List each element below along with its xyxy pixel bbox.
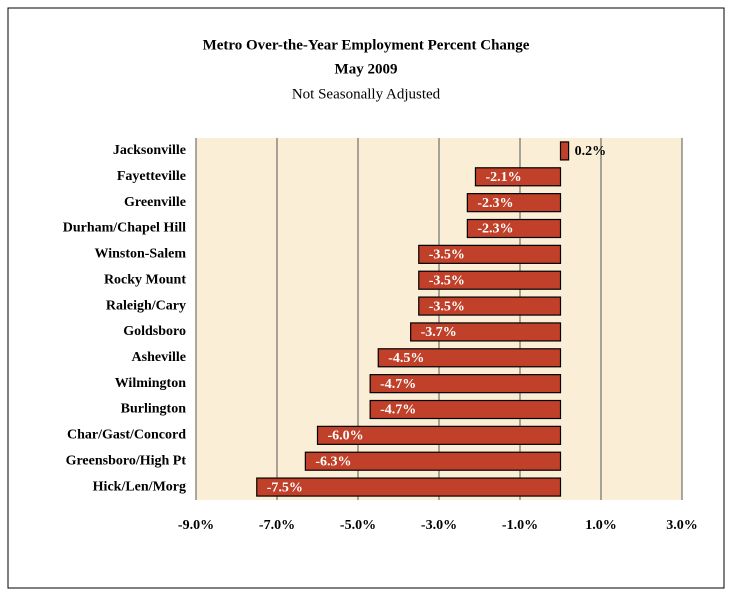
bar [418, 296, 562, 316]
bar [377, 348, 562, 368]
value-label: -4.5% [388, 351, 424, 366]
value-label: -3.5% [429, 248, 465, 263]
x-tick-label: -7.0% [259, 518, 295, 533]
value-label: -2.3% [477, 196, 513, 211]
x-tick-label: -1.0% [502, 518, 538, 533]
value-label: -6.0% [328, 429, 364, 444]
y-tick-label: Rocky Mount [104, 272, 186, 287]
value-label: -3.5% [429, 299, 465, 314]
chart-subtitle: May 2009 [335, 61, 398, 77]
y-tick-label: Greensboro/High Pt [66, 453, 187, 468]
x-tick-label: 1.0% [585, 518, 617, 533]
y-tick-label: Wilmington [115, 376, 187, 391]
bar [410, 322, 562, 342]
x-tick-label: -9.0% [178, 518, 214, 533]
y-tick-label: Goldsboro [123, 324, 186, 339]
y-tick-label: Durham/Chapel Hill [63, 221, 186, 236]
y-tick-label: Jacksonville [113, 143, 186, 158]
bar [466, 218, 562, 239]
y-tick-label: Char/Gast/Concord [67, 428, 186, 443]
x-tick-label: -5.0% [340, 518, 376, 533]
value-label: -7.5% [267, 480, 303, 495]
y-tick-label: Fayetteville [117, 169, 186, 184]
value-label: -6.3% [315, 454, 351, 469]
chart-note: Not Seasonally Adjusted [292, 86, 441, 102]
y-tick-label: Raleigh/Cary [106, 298, 186, 313]
y-tick-label: Asheville [132, 350, 186, 365]
x-tick-label: -3.0% [421, 518, 457, 533]
bar [316, 425, 562, 445]
value-label: 0.2% [575, 144, 607, 159]
bar [466, 193, 562, 213]
bar [474, 167, 562, 187]
bar [559, 141, 570, 161]
value-label: -3.7% [421, 325, 457, 340]
bar [418, 244, 562, 264]
value-label: -4.7% [380, 377, 416, 392]
y-tick-label: Greenville [124, 195, 186, 210]
chart-title: Metro Over-the-Year Employment Percent C… [203, 37, 530, 53]
bar [256, 477, 562, 497]
bar [369, 399, 562, 420]
bar [369, 374, 562, 394]
value-label: -3.5% [429, 273, 465, 288]
bar [418, 270, 562, 290]
y-tick-label: Winston-Salem [94, 247, 186, 262]
x-tick-label: 3.0% [666, 518, 698, 533]
y-tick-label: Burlington [121, 402, 187, 417]
value-label: -2.3% [477, 222, 513, 237]
value-label: -2.1% [485, 170, 521, 185]
bar [304, 451, 562, 471]
y-tick-label: Hick/Len/Morg [93, 479, 186, 494]
value-label: -4.7% [380, 403, 416, 418]
